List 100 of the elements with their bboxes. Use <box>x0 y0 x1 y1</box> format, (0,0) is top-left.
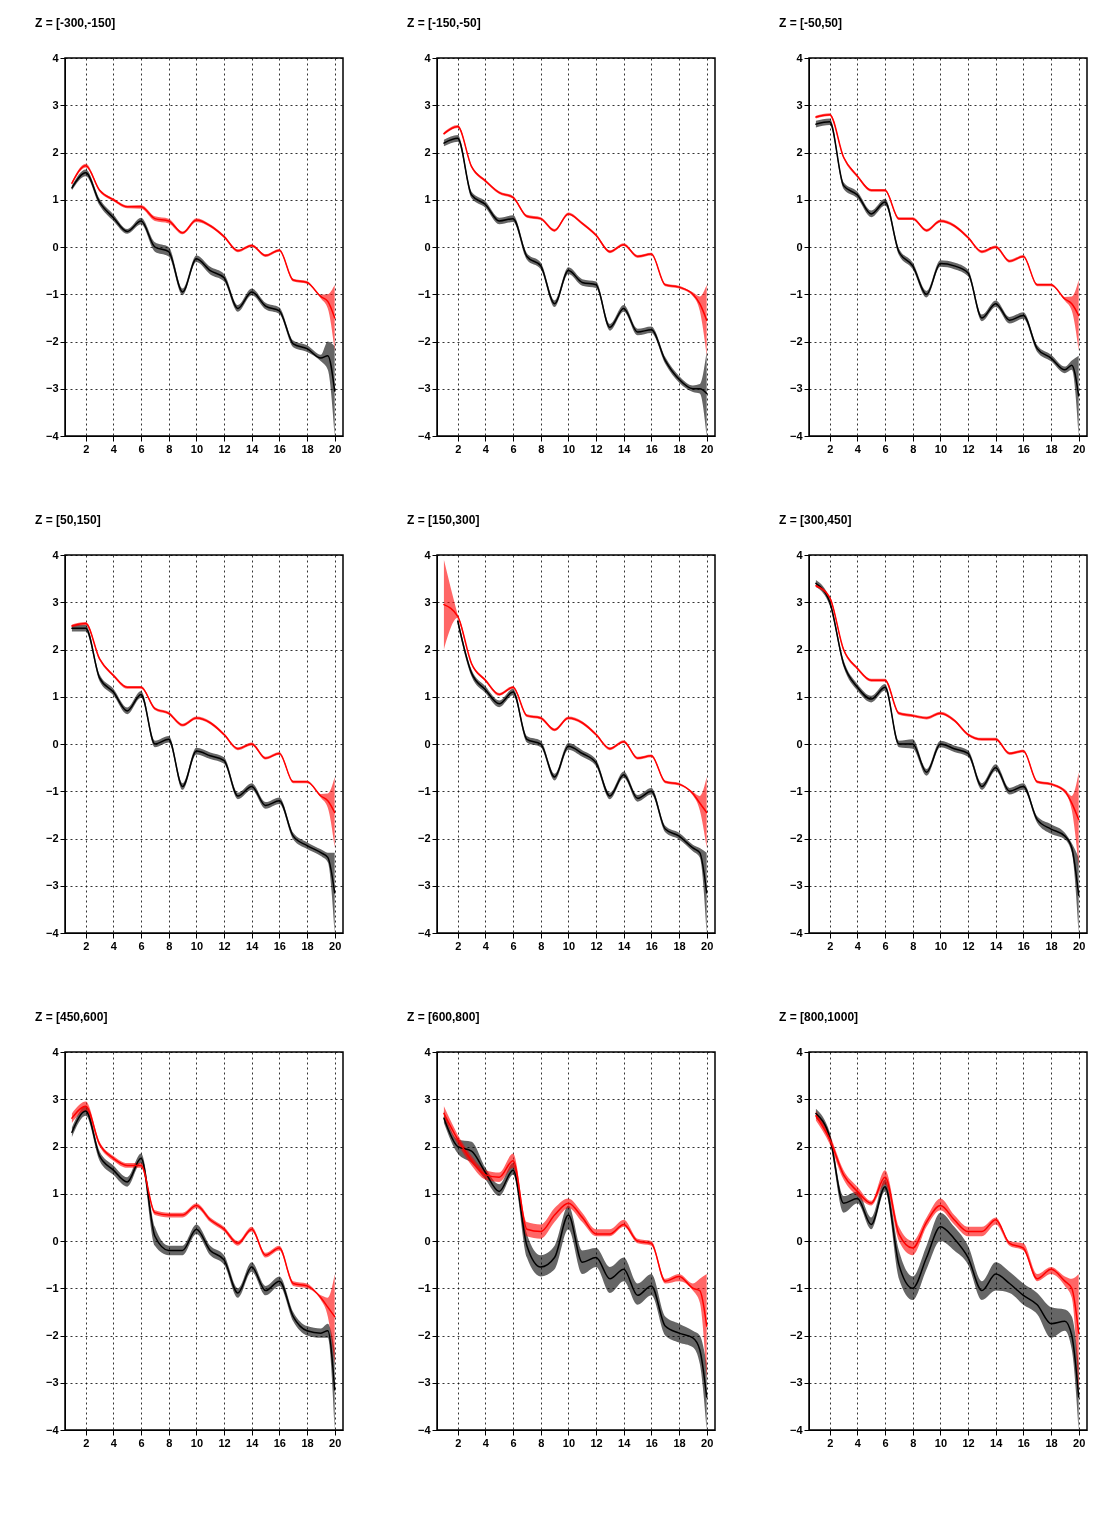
x-tick-label: 8 <box>538 939 545 952</box>
x-tick-label: 16 <box>273 442 286 455</box>
y-tick-label: 0 <box>424 240 431 253</box>
x-tick-label: 4 <box>110 939 118 952</box>
x-tick-label: 16 <box>645 1436 658 1449</box>
x-tick-label: 14 <box>246 442 260 455</box>
y-tick-label: −2 <box>789 832 803 844</box>
x-tick-label: 2 <box>455 1436 462 1449</box>
x-tick-label: 10 <box>934 1436 948 1449</box>
y-tick-label: 4 <box>52 1045 60 1058</box>
y-tick-label: 3 <box>424 98 431 111</box>
y-tick-label: −3 <box>417 382 431 395</box>
x-tick-label: 4 <box>854 1436 862 1449</box>
x-tick-label: 10 <box>934 442 948 455</box>
x-tick-label: 18 <box>301 1436 314 1449</box>
x-tick-label: 2 <box>83 1436 90 1449</box>
y-tick-label: −2 <box>789 1329 803 1341</box>
y-tick-label: −2 <box>417 335 431 347</box>
y-tick-label: −4 <box>45 1423 60 1436</box>
y-tick-label: 2 <box>796 1140 803 1152</box>
x-tick-label: 12 <box>962 939 975 952</box>
x-tick-label: 12 <box>962 1436 975 1449</box>
y-tick-label: −2 <box>45 1329 59 1341</box>
y-tick-label: −4 <box>417 429 432 442</box>
y-tick-label: 4 <box>52 51 60 64</box>
y-tick-label: 2 <box>796 643 803 655</box>
y-tick-label: −1 <box>789 784 803 797</box>
x-tick-label: 6 <box>882 939 889 952</box>
y-tick-label: 1 <box>796 193 803 206</box>
y-tick-label: −2 <box>45 832 59 844</box>
x-tick-label: 2 <box>83 939 90 952</box>
x-tick-label: 8 <box>166 1436 173 1449</box>
chart-title: Z = [600,800] <box>407 1010 480 1024</box>
x-tick-label: 20 <box>1073 442 1086 455</box>
y-tick-label: 4 <box>796 1045 804 1058</box>
y-tick-label: 2 <box>52 643 59 655</box>
y-tick-label: −4 <box>789 926 804 939</box>
x-tick-label: 2 <box>455 939 462 952</box>
y-tick-label: 3 <box>796 1092 803 1105</box>
y-tick-label: 4 <box>424 51 432 64</box>
x-tick-label: 20 <box>701 939 714 952</box>
y-tick-label: 2 <box>424 1140 431 1152</box>
x-tick-label: 14 <box>990 939 1004 952</box>
chart-title: Z = [-50,50] <box>779 16 843 30</box>
x-tick-label: 6 <box>138 939 145 952</box>
x-tick-label: 4 <box>854 442 862 455</box>
x-tick-label: 10 <box>934 939 948 952</box>
x-tick-label: 12 <box>590 939 603 952</box>
x-tick-label: 2 <box>827 1436 834 1449</box>
x-tick-label: 10 <box>190 1436 204 1449</box>
chart-title: Z = [800,1000] <box>779 1010 859 1024</box>
x-tick-label: 4 <box>854 939 862 952</box>
y-tick-label: 0 <box>52 240 59 253</box>
x-tick-label: 8 <box>910 939 917 952</box>
line-series <box>443 125 708 321</box>
y-tick-label: 1 <box>424 1187 431 1200</box>
x-tick-label: 10 <box>562 442 576 455</box>
x-tick-label: 12 <box>218 442 231 455</box>
x-tick-label: 14 <box>990 442 1004 455</box>
y-tick-label: 1 <box>52 193 59 206</box>
x-tick-label: 8 <box>910 442 917 455</box>
line-series <box>71 164 336 319</box>
x-tick-label: 18 <box>673 939 686 952</box>
y-tick-label: 0 <box>796 1234 803 1247</box>
y-tick-label: −3 <box>45 382 59 395</box>
chart-title: Z = [-300,-150] <box>35 16 116 30</box>
x-tick-label: 14 <box>618 442 632 455</box>
x-tick-label: 20 <box>329 1436 342 1449</box>
x-tick-label: 12 <box>590 442 603 455</box>
x-tick-label: 14 <box>246 939 260 952</box>
y-tick-label: −1 <box>417 784 431 797</box>
y-tick-label: 0 <box>424 1234 431 1247</box>
y-tick-label: 1 <box>52 690 59 703</box>
x-tick-label: 6 <box>882 1436 889 1449</box>
x-tick-label: 6 <box>882 442 889 455</box>
x-tick-label: 4 <box>110 442 118 455</box>
x-tick-label: 2 <box>827 442 834 455</box>
x-tick-label: 12 <box>218 939 231 952</box>
x-tick-label: 10 <box>190 442 204 455</box>
y-tick-label: 0 <box>52 737 59 750</box>
y-tick-label: 4 <box>424 1045 432 1058</box>
line-series <box>443 1112 708 1327</box>
x-tick-label: 6 <box>510 939 517 952</box>
x-tick-label: 10 <box>562 939 576 952</box>
y-tick-label: 3 <box>52 595 59 608</box>
x-tick-label: 6 <box>510 442 517 455</box>
line-series <box>815 584 1080 821</box>
y-tick-label: −1 <box>417 1281 431 1294</box>
y-tick-label: −3 <box>417 879 431 892</box>
x-tick-label: 16 <box>1017 939 1030 952</box>
x-tick-label: 8 <box>538 442 545 455</box>
y-tick-label: 2 <box>796 146 803 158</box>
y-tick-label: 0 <box>796 737 803 750</box>
x-tick-label: 14 <box>246 1436 260 1449</box>
y-tick-label: −4 <box>45 926 60 939</box>
x-tick-label: 16 <box>273 1436 286 1449</box>
x-tick-label: 20 <box>1073 939 1086 952</box>
y-tick-label: 1 <box>796 1187 803 1200</box>
y-tick-label: 1 <box>424 193 431 206</box>
y-tick-label: −4 <box>789 1423 804 1436</box>
